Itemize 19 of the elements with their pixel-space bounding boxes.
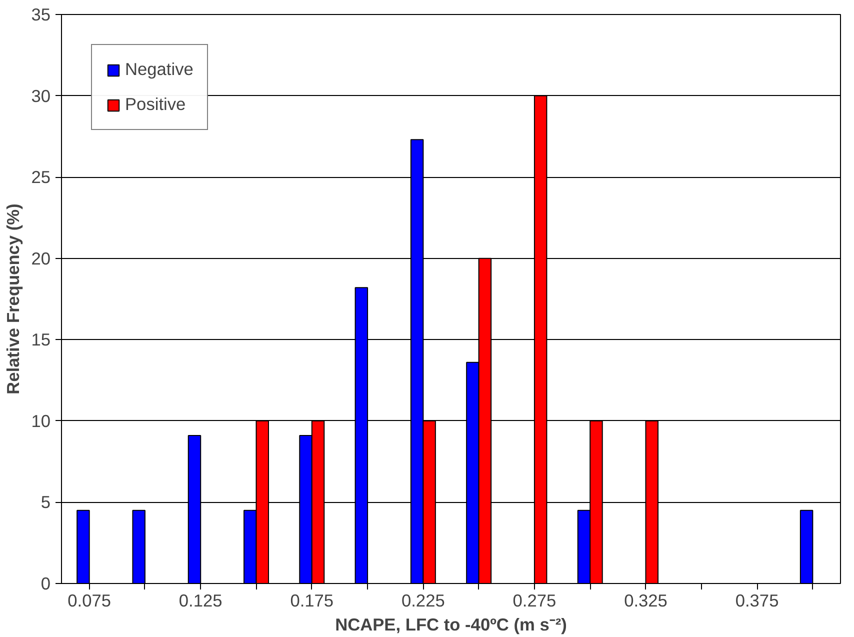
- x-tick-label: 0.075: [68, 590, 112, 610]
- x-tick-label: 0.225: [401, 590, 445, 610]
- x-tick-label: 0.125: [178, 590, 222, 610]
- legend-label: Positive: [125, 94, 186, 115]
- x-tick-label: 0.275: [512, 590, 556, 610]
- x-tick-label: 0.375: [735, 590, 779, 610]
- y-tick-label: 20: [31, 248, 51, 268]
- legend-label: Negative: [125, 59, 194, 80]
- y-tick-label: 30: [31, 86, 51, 106]
- y-tick-label: 35: [31, 4, 51, 24]
- y-tick-label: 25: [31, 167, 51, 188]
- y-tick-label: 15: [31, 330, 51, 350]
- x-tick-label: 0.175: [290, 590, 334, 610]
- x-tick-label: 0.325: [624, 590, 668, 610]
- y-tick-label: 10: [31, 410, 51, 431]
- x-axis-title: NCAPE, LFC to -40ºC (m s⁻²): [335, 614, 567, 634]
- y-axis-title: Relative Frequency (%): [3, 204, 24, 394]
- y-tick-label: 0: [40, 574, 51, 594]
- y-tick-label: 5: [40, 492, 51, 512]
